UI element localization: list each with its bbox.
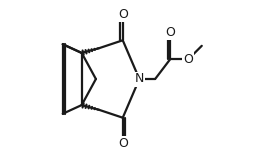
- Text: O: O: [117, 137, 127, 150]
- Text: O: O: [165, 26, 174, 39]
- Text: O: O: [183, 53, 193, 66]
- Text: O: O: [117, 8, 127, 21]
- Text: N: N: [134, 73, 144, 85]
